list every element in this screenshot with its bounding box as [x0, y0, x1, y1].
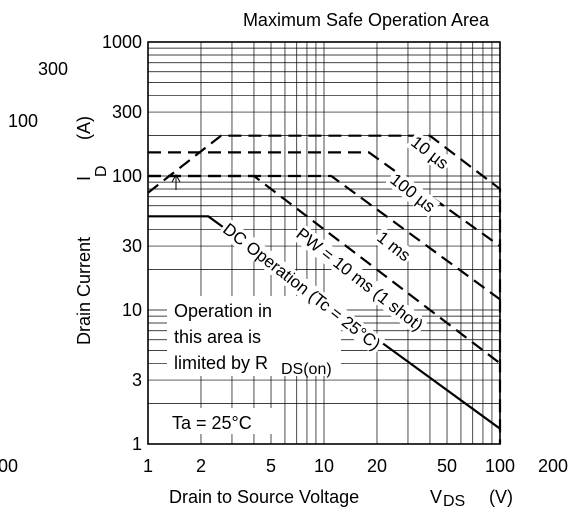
x-axis-title: Drain to Source Voltage [169, 487, 359, 507]
curve-label-bg [371, 226, 416, 267]
x-tick-label: 10 [314, 456, 334, 476]
rds-subscript: DS(on) [281, 361, 332, 378]
series-line-4 [148, 215, 501, 430]
rds-line-2: this area is [174, 327, 261, 347]
x-axis-unit: (V) [489, 487, 513, 507]
y-tick-label: 3 [132, 370, 142, 390]
curve-label-bg [405, 131, 454, 175]
y-tick-label: 10 [122, 300, 142, 320]
rds-line-1: Operation in [174, 301, 272, 321]
curve-label-bg [290, 222, 429, 337]
rds-arrow [171, 173, 181, 190]
x-tick-label: 200 [538, 456, 568, 476]
bottom-left-label: 00 [0, 456, 18, 476]
chart-title: Maximum Safe Operation Area [243, 10, 490, 30]
y-axis-symbol: I [74, 176, 94, 181]
x-tick-label: 100 [485, 456, 515, 476]
x-axis-subscript: DS [443, 493, 465, 510]
y-tick-label: 100 [112, 166, 142, 186]
ta-annotation: Ta = 25°C [166, 408, 282, 434]
x-tick-label: 50 [437, 456, 457, 476]
rds-line-3: limited by R [174, 353, 268, 373]
curve-label-text: 100 µs [386, 170, 438, 217]
left-label-100: 100 [8, 111, 38, 131]
curve-label-bg [217, 218, 386, 356]
y-tick-labels: 1 3 10 30 100 300 1000 [102, 32, 142, 454]
x-tick-label: 2 [196, 456, 206, 476]
ta-box [166, 408, 282, 434]
y-axis-label: Drain Current (A) I D [74, 116, 110, 345]
series-layer [147, 134, 502, 444]
y-tick-label: 1 [132, 434, 142, 454]
series-line-3 [148, 174, 501, 301]
plot-border [147, 41, 501, 445]
series-line-0 [147, 134, 502, 444]
rds-limit-box [167, 296, 341, 376]
y-axis-subscript: D [93, 165, 110, 177]
rds-limit-annotation: Operation in this area is limited by R D… [167, 296, 341, 378]
series-line-1 [148, 151, 501, 247]
x-axis-symbol: V [430, 487, 442, 507]
x-tick-labels: 1 2 5 10 20 50 100 200 [143, 456, 568, 476]
y-tick-label: 30 [122, 236, 142, 256]
y-tick-label: 1000 [102, 32, 142, 52]
curve-label: 1 ms [371, 226, 416, 267]
y-axis-title: Drain Current [74, 237, 94, 345]
x-axis-label: Drain to Source Voltage V DS (V) [169, 487, 513, 510]
x-tick-label: 5 [266, 456, 276, 476]
x-tick-label: 20 [367, 456, 387, 476]
left-label-300: 300 [38, 59, 68, 79]
y-axis-unit: (A) [74, 116, 94, 140]
ta-label: Ta = 25°C [172, 413, 252, 433]
curve-label-bg [384, 168, 441, 218]
y-tick-label: 300 [112, 102, 142, 122]
x-tick-label: 1 [143, 456, 153, 476]
